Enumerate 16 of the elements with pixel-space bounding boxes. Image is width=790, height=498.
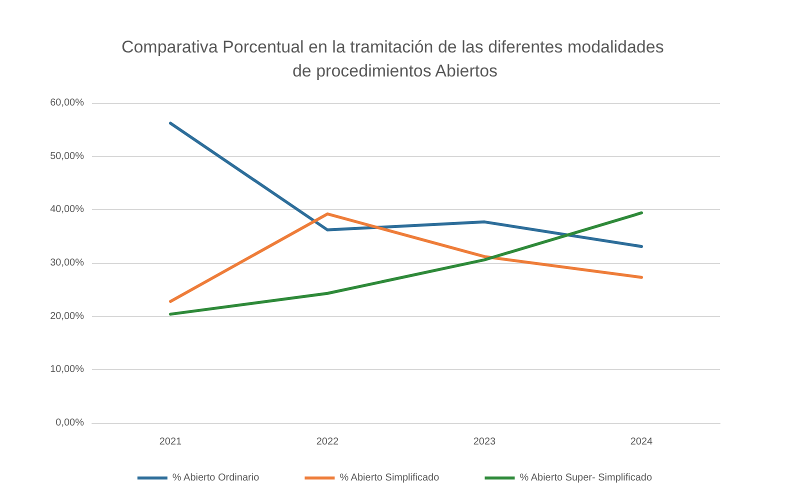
y-tick-label: 50,00%: [50, 150, 84, 162]
x-tick-label: 2023: [473, 436, 496, 448]
y-tick-label: 60,00%: [50, 98, 84, 108]
x-tick-label: 2022: [316, 436, 340, 448]
legend-label: % Abierto Ordinario: [172, 472, 260, 484]
x-tick-label: 2024: [630, 436, 654, 448]
y-tick-label: 30,00%: [50, 258, 84, 268]
y-tick-label: 20,00%: [50, 310, 84, 322]
line-series: [169, 122, 643, 248]
y-tick-label: 0,00%: [56, 418, 84, 428]
legend-label: % Abierto Simplificado: [340, 472, 440, 484]
chart-title: Comparativa Porcentual en la tramitación de las diferentes modalidades de procedimientos Abiertos: [121, 38, 669, 80]
y-tick-label: 40,00%: [50, 204, 84, 216]
y-tick-label: 10,00%: [50, 364, 84, 376]
x-tick-label: 2021: [159, 436, 182, 448]
legend-label: % Abierto Super- Simplificado: [520, 472, 652, 484]
